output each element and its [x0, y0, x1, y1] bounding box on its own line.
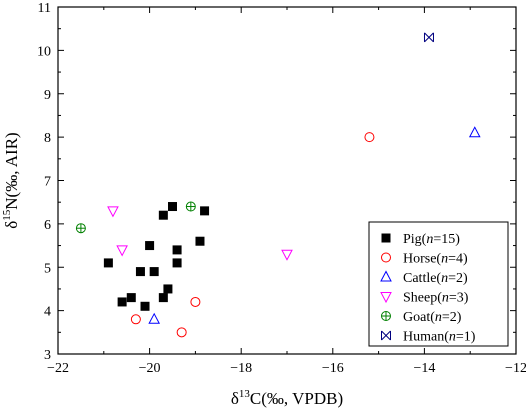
pig-point [149, 267, 159, 277]
y-tick-label: 6 [44, 218, 51, 233]
horse-point [130, 314, 141, 325]
pig-point [103, 258, 113, 268]
human-point-d2 [424, 32, 434, 43]
cattle-point [468, 126, 481, 138]
pig-point [168, 202, 177, 212]
sheep-point [107, 206, 119, 218]
pig-point [195, 236, 205, 246]
y-tick-label: 9 [44, 88, 51, 103]
sheep-point [281, 249, 293, 261]
pig-point [145, 241, 155, 251]
pig-point [163, 284, 173, 294]
pig-point [172, 258, 182, 268]
legend-marker-pig [381, 233, 391, 243]
pig-point [158, 293, 168, 303]
pig-point [172, 245, 182, 255]
legend-marker-human [381, 330, 391, 341]
x-tick-label: −12 [505, 361, 526, 376]
y-tick-label: 10 [37, 44, 51, 59]
y-tick-label: 11 [38, 1, 51, 16]
legend-label-cattle: Cattle(n=2) [403, 271, 468, 286]
legend-marker-sheep [380, 292, 392, 304]
axis-ticks: −22 −20 −18 −16 −14 −12 3 4 5 6 7 8 9 10 11 [37, 1, 526, 376]
legend-label-human: Human(n=1) [403, 330, 476, 345]
legend-box [368, 221, 509, 347]
human-point [423, 32, 434, 43]
pig-point [200, 206, 210, 216]
goat-point [75, 223, 86, 234]
pig-point [140, 301, 150, 311]
legend-label-sheep: Sheep(n=3) [403, 291, 469, 306]
legend-label-goat: Goat(n=2) [403, 310, 462, 325]
pig-point [135, 267, 145, 277]
horse-point [176, 327, 187, 338]
sheep-point [116, 245, 128, 257]
y-tick-label: 7 [44, 175, 51, 190]
y-axis-title: δ15N(‰, AIR) [1, 132, 21, 228]
horse-point [190, 296, 201, 307]
x-tick-label: −18 [230, 361, 252, 376]
legend-label-horse: Horse(n=4) [403, 252, 468, 267]
legend-marker-human-d2 [381, 330, 391, 341]
x-axis-title: δ13C(‰, VPDB) [231, 388, 343, 408]
x-tick-label: −14 [413, 361, 435, 376]
x-tick-label: −22 [47, 361, 69, 376]
horse-point [364, 132, 375, 143]
y-tick-label: 5 [44, 261, 51, 276]
x-tick-label: −16 [322, 361, 344, 376]
legend-marker-cattle [380, 270, 392, 282]
legend-marker-horse [381, 252, 391, 263]
x-tick-label: −20 [139, 361, 161, 376]
legend-label-pig: Pig(n=15) [403, 232, 460, 247]
legend-marker-goat [381, 311, 391, 321]
cattle-point [148, 312, 161, 324]
pig-point [126, 293, 136, 303]
goat-point [185, 201, 196, 212]
y-tick-label: 8 [44, 131, 51, 146]
y-tick-label: 3 [44, 348, 51, 363]
pig-point [158, 210, 168, 220]
y-tick-label: 4 [44, 305, 51, 320]
data-points [75, 32, 481, 338]
legend: Pig(n=15) Horse(n=4) Cattle(n=2) Sheep(n=3)… [368, 221, 509, 347]
pig-point [117, 297, 127, 307]
